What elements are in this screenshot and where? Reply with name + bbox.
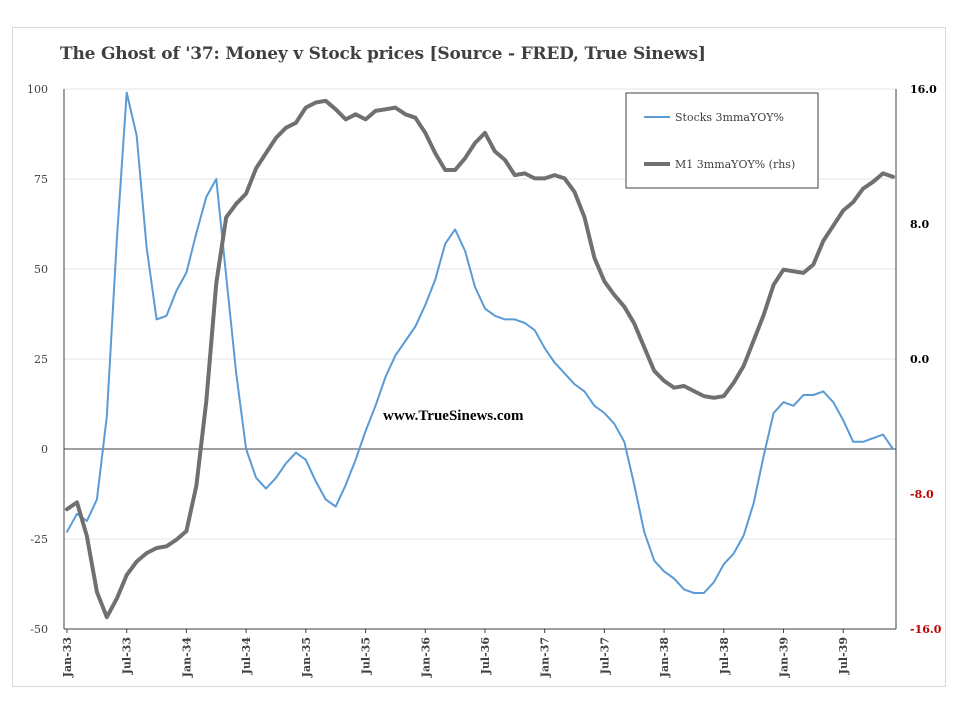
x-tick-label-7: Jul-36 xyxy=(479,637,492,676)
y-left-tick-label-6: 100 xyxy=(27,83,48,96)
x-tick-label-0: Jan-33 xyxy=(61,637,74,678)
legend-box xyxy=(625,92,819,189)
y-left-tick-label-3: 25 xyxy=(34,353,48,366)
x-tick-label-11: Jul-38 xyxy=(718,637,731,676)
y-right-tick-label-4: 16.0 xyxy=(910,83,937,96)
x-tick-label-3: Jul-34 xyxy=(240,637,253,676)
x-tick-label-4: Jan-35 xyxy=(300,637,313,678)
x-tick-label-6: Jan-36 xyxy=(419,637,432,679)
y-left-tick-label-4: 50 xyxy=(34,263,48,276)
legend-label-stocks: Stocks 3mmaYOY% xyxy=(675,111,784,124)
tick-labels: -50 -25 0 25 50 75 100 -16.0 -8.0 0.0 8.0 16.0 Jan-3… xyxy=(27,83,942,678)
y-left-tick-label-2: 0 xyxy=(41,443,48,456)
y-left-tick-label-1: -25 xyxy=(30,533,48,546)
y-left-tick-label-0: -50 xyxy=(30,623,48,636)
series-line-m1 xyxy=(65,98,895,620)
x-tick-label-10: Jan-38 xyxy=(658,637,671,679)
y-right-tick-label-1: -8.0 xyxy=(910,488,934,501)
legend: Stocks 3mmaYOY% M1 3mmaYOY% (rhs) xyxy=(625,92,819,189)
chart-title: The Ghost of '37: Money v Stock prices [… xyxy=(60,44,706,64)
legend-label-m1: M1 3mmaYOY% (rhs) xyxy=(675,158,795,171)
x-tick-label-12: Jan-39 xyxy=(778,637,791,678)
series-lines xyxy=(65,91,895,620)
y-right-tick-label-3: 8.0 xyxy=(910,218,929,231)
x-tick-label-5: Jul-35 xyxy=(360,637,373,675)
x-tick-label-13: Jul-39 xyxy=(837,637,850,675)
watermark: www.TrueSinews.com xyxy=(383,408,524,424)
x-tick-label-2: Jan-34 xyxy=(180,637,193,679)
chart-frame xyxy=(12,27,946,687)
x-tick-label-8: Jan-37 xyxy=(539,637,552,678)
y-right-tick-label-0: -16.0 xyxy=(910,623,942,636)
y-left-tick-label-5: 75 xyxy=(34,173,48,186)
x-tick-label-1: Jul-33 xyxy=(121,637,134,675)
series-line-stocks xyxy=(66,91,894,594)
y-right-tick-label-2: 0.0 xyxy=(910,353,929,366)
x-tick-label-9: Jul-37 xyxy=(598,637,611,675)
